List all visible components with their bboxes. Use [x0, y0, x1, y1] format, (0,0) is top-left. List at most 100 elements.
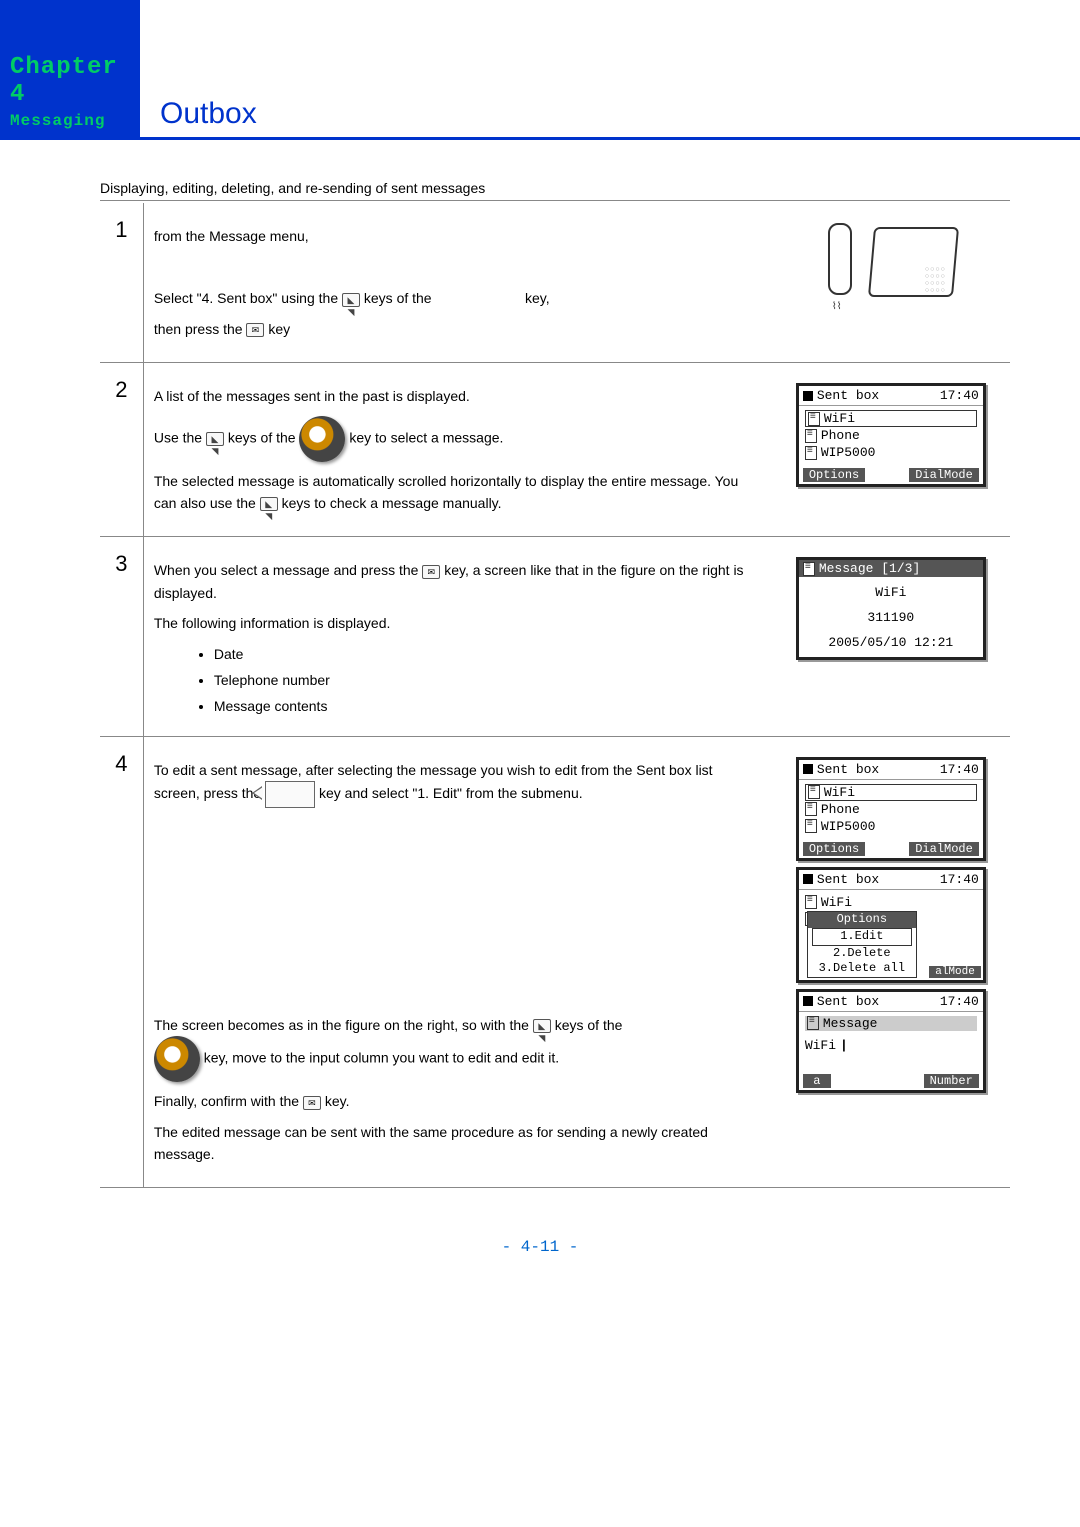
t: The screen becomes as in the figure on t…: [154, 1017, 533, 1033]
step1-p1: from the Message menu,: [154, 225, 762, 247]
step4-p3: Finally, confirm with the ✉ key.: [154, 1090, 762, 1112]
options-popup: Options 1.Edit 2.Delete 3.Delete all: [803, 911, 917, 977]
doc-icon: [803, 562, 815, 576]
arrow-keys-icon: [533, 1019, 551, 1033]
enter-key-icon: ✉: [303, 1096, 321, 1110]
step4-p2: The screen becomes as in the figure on t…: [154, 1014, 762, 1082]
screen-titlebar: Sent box 17:40: [799, 386, 983, 406]
step-text: When you select a message and press the …: [143, 537, 771, 736]
screen-titlebar: Sent box 17:40: [799, 992, 983, 1012]
t: then press the: [154, 321, 247, 337]
step-illustration: ○○○○○○○○○○○○○○○○ ⌇⌇: [772, 203, 1010, 363]
t: key,: [525, 290, 550, 306]
arrow-keys-icon: [342, 293, 360, 307]
arrow-keys-icon: [260, 497, 278, 511]
phone-screen-sentbox: Sent box 17:40 WiFi Phone WIP5000 Option…: [796, 383, 986, 487]
t: Phone: [821, 802, 860, 817]
softkey-options: Options: [803, 842, 865, 856]
detail-line: 311190: [805, 606, 977, 631]
bullet-list: Date Telephone number Message contents: [154, 643, 762, 718]
square-icon: [803, 391, 813, 401]
softkey-icon: [265, 781, 315, 808]
nav-disc-icon: [154, 1036, 200, 1082]
t: keys to check a message manually.: [282, 495, 502, 511]
enter-key-icon: ✉: [422, 565, 440, 579]
t: key: [268, 321, 290, 337]
t: Select "4. Sent box" using the: [154, 290, 342, 306]
softkey-number: Number: [924, 1074, 979, 1088]
page-header: Chapter 4 Messaging Outbox: [0, 0, 1080, 140]
t: key to select a message.: [349, 429, 503, 445]
doc-icon: [807, 1016, 819, 1030]
softkey-dialmode: DialMode: [909, 842, 979, 856]
doc-icon: [805, 819, 817, 833]
step2-p2: Use the keys of the key to select a mess…: [154, 416, 762, 462]
nav-disc-icon: [299, 416, 345, 462]
list-item: WIP5000: [805, 818, 977, 835]
doc-icon: [808, 785, 820, 799]
list-item: Phone: [805, 801, 977, 818]
section-title-row: Outbox: [140, 97, 1080, 140]
screen-body: WiFi 311190 2005/05/10 12:21: [799, 577, 983, 657]
chapter-tab: Chapter 4 Messaging: [0, 0, 140, 140]
screen-header-dark: Message [1/3]: [799, 560, 983, 577]
bullet-item: Date: [214, 643, 762, 665]
t: keys of the: [228, 429, 300, 445]
list-item: WIP5000: [805, 444, 977, 461]
softkey-mode: a: [803, 1074, 831, 1088]
screen-body: WiFi Phone Options 1.Edit 2.Delete 3.Del…: [799, 890, 983, 980]
popup-title: Options: [808, 912, 916, 928]
t: key.: [325, 1093, 350, 1109]
doc-icon: [805, 895, 817, 909]
step3-p1: When you select a message and press the …: [154, 559, 762, 604]
screen-body: WiFi Phone WIP5000: [799, 780, 983, 840]
edit-input: WiFi: [805, 1037, 977, 1054]
bullet-item: Message contents: [214, 695, 762, 717]
screen-title: Sent box: [817, 762, 879, 777]
softkey-behind: alMode: [929, 966, 981, 978]
screen-time: 17:40: [940, 994, 979, 1009]
t: Message [1/3]: [819, 561, 920, 576]
t: WiFi: [824, 411, 855, 426]
step-row: 1 from the Message menu, Select "4. Sent…: [100, 203, 1010, 363]
screen-footer: a Number: [799, 1072, 983, 1090]
steps-table: 1 from the Message menu, Select "4. Sent…: [100, 203, 1010, 1188]
doc-icon: [808, 412, 820, 426]
screen-time: 17:40: [940, 872, 979, 887]
step-row: 2 A list of the messages sent in the pas…: [100, 363, 1010, 537]
t: key, move to the input column you want t…: [204, 1050, 559, 1066]
t: Finally, confirm with the: [154, 1093, 303, 1109]
step-text: from the Message menu, Select "4. Sent b…: [143, 203, 771, 363]
step-illustration: Message [1/3] WiFi 311190 2005/05/10 12:…: [772, 537, 1010, 736]
step1-p3: then press the ✉ key: [154, 318, 762, 340]
step-number: 1: [100, 203, 143, 363]
step3-p2: The following information is displayed.: [154, 612, 762, 634]
section-title: Outbox: [160, 97, 1080, 131]
step4-p1: To edit a sent message, after selecting …: [154, 759, 762, 808]
t: Phone: [821, 428, 860, 443]
screen-body: WiFi Phone WIP5000: [799, 406, 983, 466]
intro-text: Displaying, editing, deleting, and re-se…: [100, 180, 1010, 201]
screen-title: Sent box: [817, 994, 879, 1009]
chapter-subtitle: Messaging: [10, 112, 130, 130]
t: key and select "1. Edit" from the submen…: [319, 785, 583, 801]
popup-item: 1.Edit: [812, 928, 912, 946]
screen-time: 17:40: [940, 388, 979, 403]
step2-p1: A list of the messages sent in the past …: [154, 385, 762, 407]
step-illustration: Sent box 17:40 WiFi Phone WIP5000 Option…: [772, 736, 1010, 1188]
step2-p3: The selected message is automatically sc…: [154, 470, 762, 515]
t: keys of the: [364, 290, 436, 306]
screen-title: Sent box: [817, 872, 879, 887]
content-area: Displaying, editing, deleting, and re-se…: [0, 180, 1080, 1188]
screen-titlebar: Sent box 17:40: [799, 870, 983, 890]
detail-line: 2005/05/10 12:21: [805, 631, 977, 656]
list-item: Phone: [805, 427, 977, 444]
phone-screen-sentbox: Sent box 17:40 WiFi Phone WIP5000 Option…: [796, 757, 986, 861]
step-number: 3: [100, 537, 143, 736]
screen-title: Sent box: [817, 388, 879, 403]
square-icon: [803, 764, 813, 774]
bullet-item: Telephone number: [214, 669, 762, 691]
screen-time: 17:40: [940, 762, 979, 777]
softkey-dialmode: DialMode: [909, 468, 979, 482]
desk-phone-icon: ○○○○○○○○○○○○○○○○ ⌇⌇: [826, 217, 956, 312]
